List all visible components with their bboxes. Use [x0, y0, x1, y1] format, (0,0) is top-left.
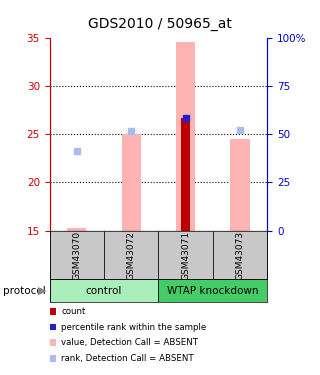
Bar [230, 139, 250, 231]
Text: control: control [86, 286, 122, 296]
Text: value, Detection Call = ABSENT: value, Detection Call = ABSENT [61, 338, 198, 347]
Bar [181, 118, 190, 231]
Text: WTAP knockdown: WTAP knockdown [167, 286, 259, 296]
Bar [122, 134, 141, 231]
Bar [50, 231, 104, 279]
Text: GSM43072: GSM43072 [127, 231, 136, 279]
Text: GDS2010 / 50965_at: GDS2010 / 50965_at [88, 17, 232, 31]
Text: percentile rank within the sample: percentile rank within the sample [61, 322, 206, 332]
Text: count: count [61, 307, 85, 316]
Bar [50, 279, 158, 302]
Bar [104, 231, 158, 279]
Text: rank, Detection Call = ABSENT: rank, Detection Call = ABSENT [61, 354, 194, 363]
Text: GSM43073: GSM43073 [236, 230, 244, 280]
Text: GSM43071: GSM43071 [181, 230, 190, 280]
Bar [213, 231, 267, 279]
Text: ▶: ▶ [38, 286, 46, 296]
Bar [67, 228, 86, 231]
Bar [158, 231, 213, 279]
Bar [176, 42, 195, 231]
Text: GSM43070: GSM43070 [72, 230, 81, 280]
Bar [158, 279, 267, 302]
Text: protocol: protocol [3, 286, 46, 296]
